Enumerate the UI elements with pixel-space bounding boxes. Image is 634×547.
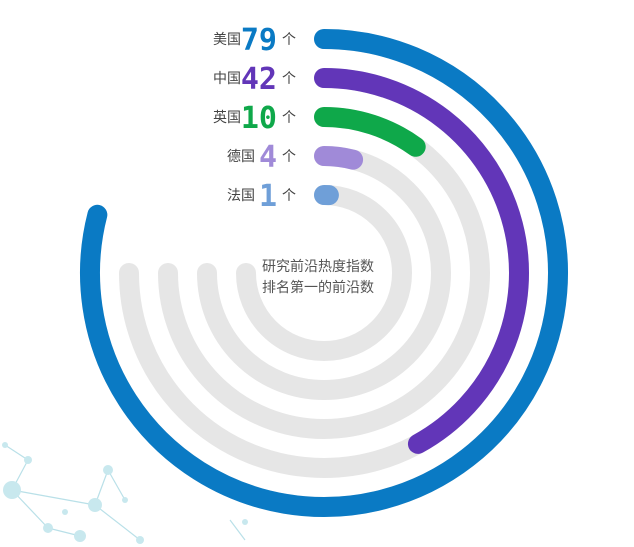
track-series-3 bbox=[158, 107, 490, 439]
bar-series-4 bbox=[314, 146, 364, 170]
unit-label-series-5: 个 bbox=[282, 188, 296, 204]
value-label-series-2: 42 bbox=[241, 62, 277, 97]
bar-series-1 bbox=[80, 29, 568, 517]
track-series-5 bbox=[236, 185, 412, 361]
bar-group bbox=[80, 29, 568, 517]
unit-label-series-3: 个 bbox=[282, 110, 296, 126]
bar-series-3 bbox=[314, 107, 426, 157]
value-label-series-4: 4 bbox=[259, 140, 277, 175]
category-label-series-4: 德国 bbox=[227, 149, 255, 165]
value-label-series-1: 79 bbox=[241, 23, 277, 58]
bar-series-2 bbox=[314, 68, 529, 454]
category-label-series-1: 美国 bbox=[213, 32, 241, 48]
unit-label-series-4: 个 bbox=[282, 149, 296, 165]
unit-label-series-2: 个 bbox=[282, 71, 296, 87]
value-label-series-5: 1 bbox=[259, 179, 277, 214]
category-label-series-5: 法国 bbox=[227, 188, 255, 204]
value-label-series-3: 10 bbox=[241, 101, 277, 136]
center-note-line-1: 研究前沿热度指数 bbox=[262, 258, 374, 275]
category-label-series-2: 中国 bbox=[213, 71, 241, 87]
unit-label-series-1: 个 bbox=[282, 32, 296, 48]
category-label-series-3: 英国 bbox=[213, 109, 241, 126]
track-series-4 bbox=[197, 146, 451, 400]
center-note-line-2: 排名第一的前沿数 bbox=[262, 279, 374, 296]
